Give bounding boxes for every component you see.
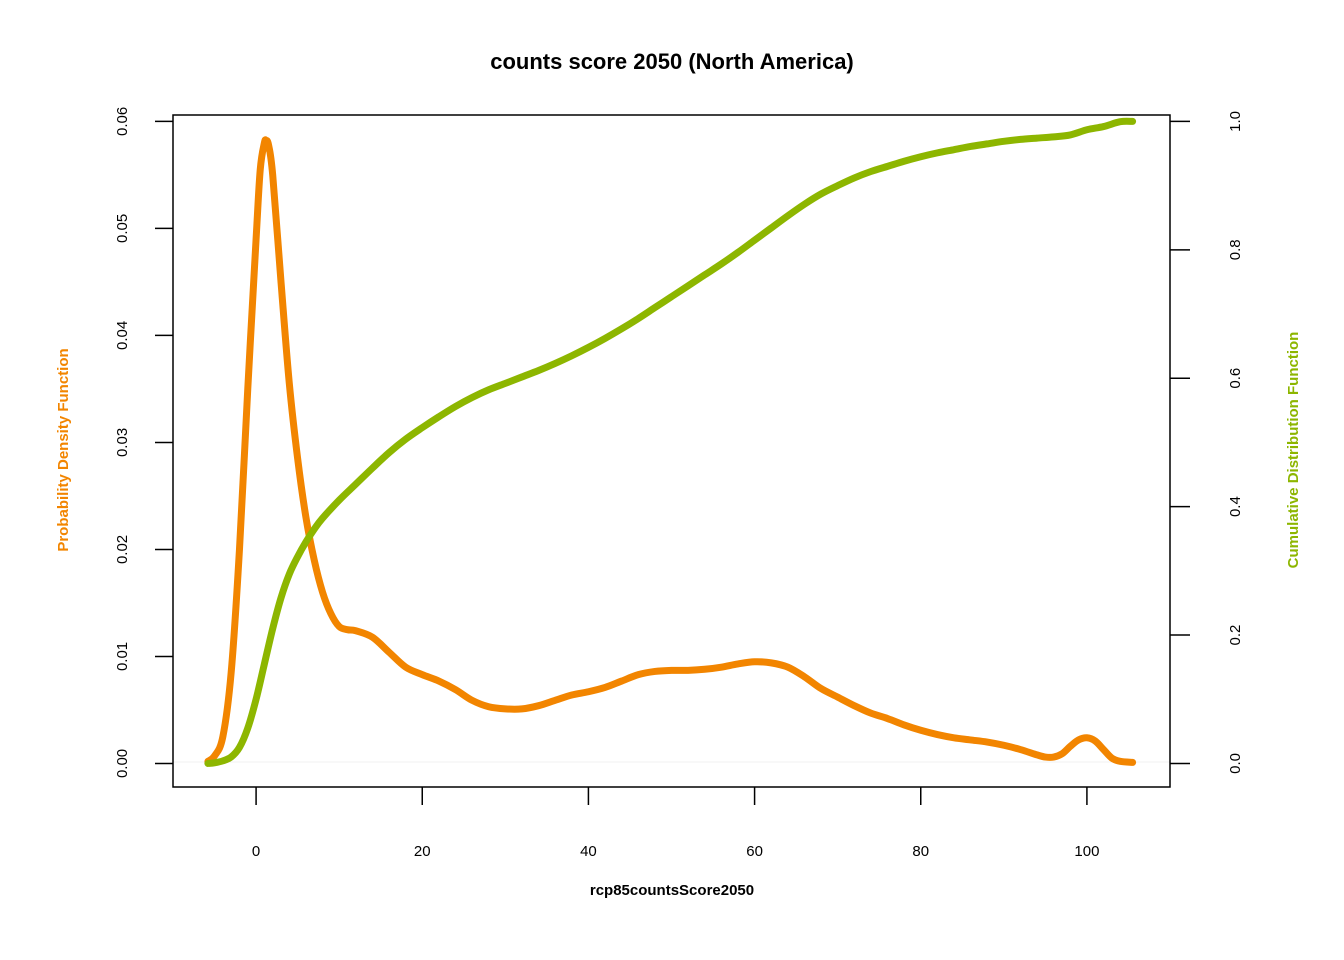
plot-frame (172, 114, 1171, 788)
x-tick-label: 20 (414, 843, 431, 860)
y-right-tick-label: 0.0 (1227, 753, 1244, 774)
y-right-tick-label: 0.2 (1227, 625, 1244, 646)
y-left-axis: 0.00 0.01 0.02 0.03 0.04 0.05 0.06 (114, 107, 173, 778)
y-right-tick-label: 1.0 (1227, 111, 1244, 132)
y-right-tick-label: 0.4 (1227, 496, 1244, 517)
x-tick-label: 80 (912, 843, 929, 860)
y-left-tick-label: 0.02 (114, 535, 131, 564)
y-left-tick-label: 0.01 (114, 642, 131, 671)
x-axis: 0 20 40 60 80 100 (252, 787, 1099, 860)
y-right-axis: 0.0 0.2 0.4 0.6 0.8 1.0 (1170, 111, 1244, 774)
y-left-tick-label: 0.06 (114, 107, 131, 136)
y-left-tick-label: 0.05 (114, 214, 131, 243)
cdf-series-line (204, 117, 1137, 767)
x-tick-label: 60 (746, 843, 763, 860)
x-tick-label: 100 (1074, 843, 1099, 860)
y-right-tick-label: 0.6 (1227, 368, 1244, 389)
y-left-axis-title: Probability Density Function (55, 348, 72, 551)
y-left-tick-label: 0.00 (114, 749, 131, 778)
y-right-axis-title: Cumulative Distribution Function (1285, 332, 1302, 569)
y-left-tick-label: 0.04 (114, 321, 131, 350)
chart-title: counts score 2050 (North America) (490, 49, 854, 74)
y-right-tick-label: 0.8 (1227, 239, 1244, 260)
x-tick-label: 0 (252, 843, 260, 860)
x-axis-title: rcp85countsScore2050 (590, 882, 754, 899)
y-left-tick-label: 0.03 (114, 428, 131, 457)
pdf-series-line (204, 136, 1137, 766)
x-tick-label: 40 (580, 843, 597, 860)
